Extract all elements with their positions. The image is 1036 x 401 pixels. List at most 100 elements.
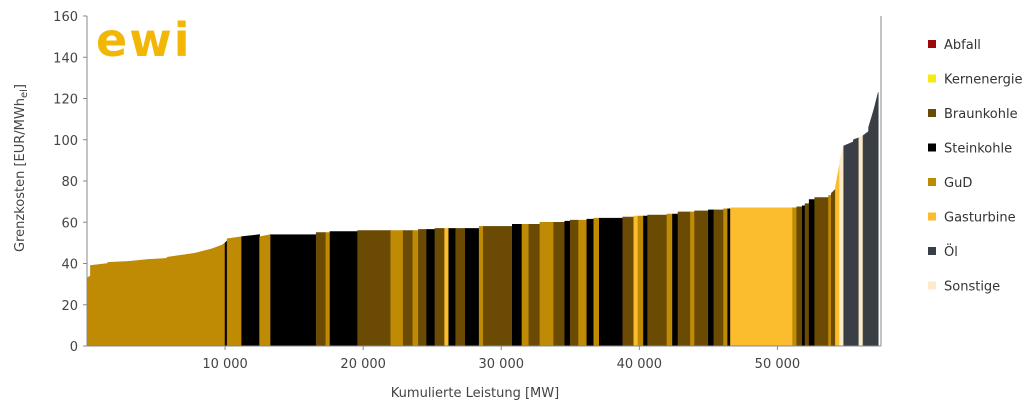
bar-segment-gud bbox=[690, 211, 695, 347]
bar-segment-braun bbox=[569, 219, 579, 347]
bar-segment-stein bbox=[224, 240, 228, 347]
y-tick-label: 140 bbox=[53, 51, 78, 66]
bar-segment-stein bbox=[672, 213, 679, 347]
y-tick-label: 120 bbox=[53, 93, 78, 108]
bar-segment-oel bbox=[868, 108, 875, 347]
x-ticks-group: 10 000 20 000 30 000 40 000 50 000 bbox=[202, 346, 800, 372]
bar-segment-gas bbox=[835, 164, 840, 347]
legend-label-abfall: Abfall bbox=[944, 38, 981, 53]
x-tick-label: 50 000 bbox=[755, 357, 801, 372]
y-tick-label: 160 bbox=[53, 10, 78, 25]
bar-segment-braun bbox=[804, 203, 810, 347]
y-tick-label: 0 bbox=[70, 340, 78, 355]
y-tick-label: 20 bbox=[61, 299, 78, 314]
y-tick-label: 80 bbox=[61, 175, 78, 190]
bar-segment-gud bbox=[107, 261, 129, 347]
bar-segment-gud bbox=[666, 213, 673, 347]
legend-swatch-oel bbox=[928, 247, 936, 255]
y-tick-label: 100 bbox=[53, 134, 78, 149]
bar-segment-braun bbox=[553, 221, 566, 347]
y-ticks-group: 0 20 40 60 80 100 120 140 160 bbox=[53, 10, 87, 355]
ewi-logo: ewi bbox=[96, 13, 191, 67]
bar-segment-gud bbox=[723, 208, 729, 347]
bar-segment-gud bbox=[412, 230, 419, 347]
legend-label-oel: Öl bbox=[944, 243, 958, 260]
bar-segment-sonst bbox=[839, 145, 845, 347]
bar-segment-gud bbox=[259, 234, 271, 347]
legend-swatch-kern bbox=[928, 74, 936, 83]
bar-segment-braun bbox=[357, 230, 392, 347]
bar-segment-gud bbox=[792, 207, 798, 347]
bar-segment-stein bbox=[329, 231, 358, 347]
legend-label-kern: Kernenergie bbox=[944, 73, 1022, 88]
legend-swatch-sonst bbox=[928, 281, 936, 290]
legend: Abfall Kernenergie Braunkohle Steinkohle GuD… bbox=[928, 38, 1022, 295]
bar-segment-gud bbox=[128, 259, 150, 347]
x-axis-label: Kumulierte Leistung [MW] bbox=[391, 386, 559, 401]
bars-group bbox=[86, 92, 879, 347]
bar-segment-oel bbox=[843, 141, 854, 347]
bar-segment-stein bbox=[586, 218, 595, 347]
bar-segment-gud bbox=[210, 244, 223, 347]
bar-segment-stein bbox=[727, 208, 731, 347]
bar-segment-stein bbox=[598, 217, 624, 347]
bar-segment-stein bbox=[512, 224, 523, 347]
y-tick-label: 60 bbox=[61, 216, 78, 231]
bar-segment-gas bbox=[633, 215, 639, 347]
x-tick-label: 40 000 bbox=[617, 357, 663, 372]
bar-segment-braun bbox=[647, 214, 668, 347]
bar-segment-braun bbox=[796, 206, 803, 347]
bar-segment-gud bbox=[578, 219, 588, 347]
bar-segment-gud bbox=[521, 224, 530, 347]
bar-segment-gud bbox=[148, 258, 168, 347]
bar-segment-braun bbox=[830, 188, 836, 347]
bar-segment-braun bbox=[434, 228, 445, 347]
bar-segment-stein bbox=[270, 234, 317, 347]
bar-segment-oel bbox=[873, 92, 879, 347]
bar-segment-stein bbox=[426, 229, 436, 347]
bar-segment-stein bbox=[564, 220, 571, 347]
legend-swatch-abfall bbox=[928, 40, 936, 48]
bar-segment-oel bbox=[862, 130, 869, 347]
bar-segment-braun bbox=[528, 224, 541, 347]
bar-segment-gas bbox=[730, 207, 793, 347]
bar-segment-braun bbox=[814, 197, 829, 347]
bar-segment-gud bbox=[222, 242, 226, 347]
legend-label-gud: GuD bbox=[944, 176, 972, 191]
bar-segment-stein bbox=[465, 228, 480, 347]
bar-segment-braun bbox=[622, 216, 635, 347]
bar-segment-braun bbox=[483, 226, 513, 347]
bar-segment-stein bbox=[448, 228, 456, 347]
bar-segment-gas bbox=[444, 228, 450, 347]
x-tick-label: 30 000 bbox=[479, 357, 525, 372]
bar-segment-gud bbox=[637, 215, 644, 347]
legend-swatch-gud bbox=[928, 178, 936, 186]
bar-segment-stein bbox=[643, 215, 648, 347]
bar-segment-sonst bbox=[858, 135, 864, 347]
x-tick-label: 10 000 bbox=[202, 357, 248, 372]
bar-segment-gud bbox=[828, 195, 832, 347]
bar-segment-gud bbox=[194, 248, 212, 347]
legend-swatch-stein bbox=[928, 143, 936, 152]
bar-segment-gud bbox=[180, 252, 196, 347]
bar-segment-gud bbox=[539, 221, 555, 347]
legend-swatch-gas bbox=[928, 212, 936, 221]
bar-segment-braun bbox=[713, 209, 724, 347]
bar-segment-braun bbox=[677, 211, 691, 347]
bar-segment-gud bbox=[478, 226, 484, 347]
bar-segment-braun bbox=[455, 228, 466, 347]
legend-swatch-braun bbox=[928, 109, 936, 117]
x-tick-label: 20 000 bbox=[340, 357, 386, 372]
legend-label-stein: Steinkohle bbox=[944, 142, 1012, 157]
legend-label-gas: Gasturbine bbox=[944, 211, 1016, 226]
bar-segment-stein bbox=[241, 234, 260, 347]
bar-segment-gud bbox=[86, 275, 91, 347]
bar-segment-gud bbox=[166, 254, 182, 347]
bar-segment-gud bbox=[90, 263, 109, 347]
bar-segment-stein bbox=[708, 209, 715, 347]
bar-segment-gud bbox=[226, 236, 242, 347]
bar-segment-braun bbox=[402, 230, 414, 347]
bar-segment-stein bbox=[808, 199, 816, 347]
legend-label-braun: Braunkohle bbox=[944, 107, 1018, 122]
